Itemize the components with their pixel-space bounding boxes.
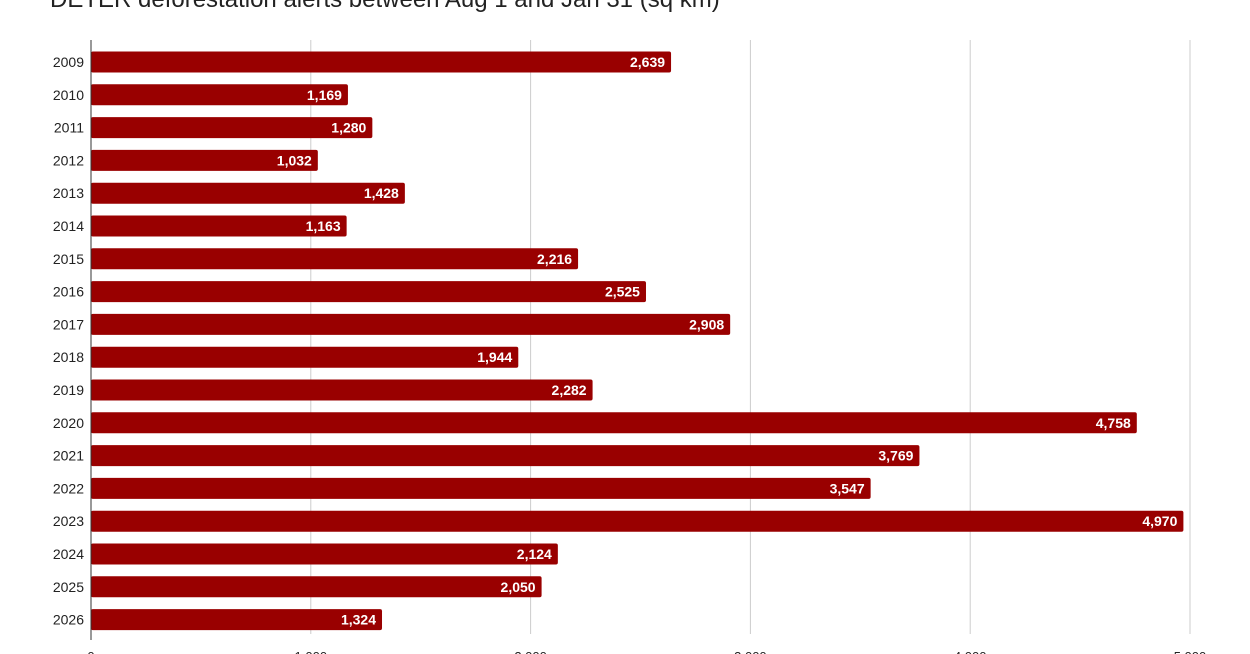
y-tick-label-2012: 2012 xyxy=(53,152,84,168)
y-tick-label-2026: 2026 xyxy=(53,612,84,628)
x-tick-label: 2,000 xyxy=(514,649,547,654)
bar-2011 xyxy=(91,117,373,139)
data-label-2016: 2,525 xyxy=(605,284,640,300)
bar-2023 xyxy=(91,510,1184,532)
x-tick-label: 5,000 xyxy=(1174,649,1207,654)
y-tick-label-2015: 2015 xyxy=(53,251,84,267)
data-label-2017: 2,908 xyxy=(689,316,724,332)
bar-2021 xyxy=(91,445,920,467)
bar-2009 xyxy=(91,51,672,73)
data-label-2026: 1,324 xyxy=(341,612,376,628)
y-tick-label-2010: 2010 xyxy=(53,87,84,103)
y-tick-label-2017: 2017 xyxy=(53,316,84,332)
bar-2017 xyxy=(91,313,731,335)
y-tick-label-2009: 2009 xyxy=(53,54,84,70)
data-label-2025: 2,050 xyxy=(501,579,536,595)
x-tick-label: 3,000 xyxy=(734,649,767,654)
x-tick-label: 0 xyxy=(87,649,94,654)
y-axis: 2009 2010 2011 2012 2013 2014 2015 2016 2017 2018… xyxy=(53,40,92,640)
bar-2024 xyxy=(91,543,558,565)
data-label-2019: 2,282 xyxy=(552,382,587,398)
bar-2026 xyxy=(91,609,383,631)
data-label-2014: 1,163 xyxy=(306,218,341,234)
y-tick-label-2025: 2025 xyxy=(53,579,84,595)
bar-2013 xyxy=(91,182,405,204)
y-tick-label-2023: 2023 xyxy=(53,513,84,529)
x-tick-label: 4,000 xyxy=(954,649,987,654)
y-tick-label-2019: 2019 xyxy=(53,382,84,398)
y-tick-label-2011: 2011 xyxy=(54,120,84,136)
y-tick-label-2016: 2016 xyxy=(53,284,84,300)
data-label-2020: 4,758 xyxy=(1096,415,1131,431)
y-tick-label-2013: 2013 xyxy=(53,185,84,201)
y-tick-label-2022: 2022 xyxy=(53,480,84,496)
data-label-2022: 3,547 xyxy=(830,480,865,496)
gridlines xyxy=(310,40,1191,634)
x-tick-label: 1,000 xyxy=(295,649,328,654)
bar-2025 xyxy=(91,576,542,598)
bar-2018 xyxy=(91,346,519,368)
data-label-2009: 2,639 xyxy=(630,54,665,70)
data-label-2013: 1,428 xyxy=(364,185,399,201)
bar-2012 xyxy=(91,149,318,171)
y-tick-label-2014: 2014 xyxy=(53,218,84,234)
data-label-2024: 2,124 xyxy=(517,546,552,562)
y-tick-label-2018: 2018 xyxy=(53,349,84,365)
data-label-2021: 3,769 xyxy=(878,448,913,464)
y-tick-label-2020: 2020 xyxy=(53,415,84,431)
bar-2022 xyxy=(91,477,871,499)
chart-title: DETER deforestation alerts between Aug 1… xyxy=(50,0,720,14)
data-label-2010: 1,169 xyxy=(307,87,342,103)
data-label-2011: 1,280 xyxy=(331,120,366,136)
bar-2016 xyxy=(91,281,646,303)
bar-2019 xyxy=(91,379,593,401)
data-label-2012: 1,032 xyxy=(277,152,312,168)
bars: 2,639 1,169 1,280 1,032 1,428 1,163 2,216 2,525… xyxy=(91,51,1184,631)
data-label-2023: 4,970 xyxy=(1142,513,1177,529)
bar-2014 xyxy=(91,215,347,237)
bar-2010 xyxy=(91,84,348,106)
x-axis: 0 1,000 2,000 3,000 4,000 5,000 xyxy=(87,649,1206,654)
bar-2020 xyxy=(91,412,1137,434)
data-label-2018: 1,944 xyxy=(477,349,512,365)
y-tick-label-2024: 2024 xyxy=(53,546,84,562)
y-tick-label-2021: 2021 xyxy=(53,448,84,464)
bar-2015 xyxy=(91,248,579,270)
data-label-2015: 2,216 xyxy=(537,251,572,267)
